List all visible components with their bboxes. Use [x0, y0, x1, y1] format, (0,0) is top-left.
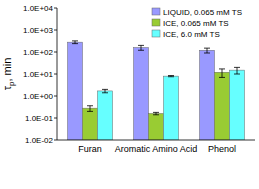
legend-swatch [152, 30, 160, 37]
chart-container: 1.0E-02 1.0E-01 1.0E+00 1.0E+01 1.0E+02 1.0E+… [0, 0, 259, 189]
bar [98, 91, 113, 140]
error-bar [138, 45, 144, 50]
error-stem [90, 106, 91, 112]
y-tick-label: 1.0E+01 [23, 70, 54, 79]
error-cap [102, 89, 108, 90]
y-tick-label: 1.0E+00 [23, 92, 54, 101]
y-tick [54, 74, 57, 75]
error-cap [219, 77, 225, 78]
legend-swatch [152, 19, 160, 26]
error-cap [168, 75, 174, 76]
error-stem [105, 89, 106, 92]
error-cap [153, 112, 159, 113]
error-cap [87, 105, 93, 106]
error-cap [234, 74, 240, 75]
error-cap [87, 111, 93, 112]
error-cap [153, 114, 159, 115]
y-tick [54, 52, 57, 53]
error-bar [72, 41, 78, 44]
error-bar [234, 67, 240, 74]
y-tick-label: 1.0E+02 [23, 48, 54, 57]
chart-svg: 1.0E-02 1.0E-01 1.0E+00 1.0E+01 1.0E+02 1.0E+… [0, 0, 259, 189]
y-tick [54, 8, 57, 9]
error-cap [219, 68, 225, 69]
bars [68, 41, 245, 140]
y-label-part: , min [1, 58, 13, 82]
y-tick-label: 1.0E-02 [25, 136, 54, 145]
y-tick-label: 1.0E+03 [23, 26, 54, 35]
error-bar [219, 69, 225, 77]
bar [200, 50, 215, 140]
error-bar [87, 106, 93, 112]
bar [164, 76, 179, 140]
legend-label: ICE, 0.065 mM TS [163, 19, 229, 28]
y-tick [54, 118, 57, 119]
error-stem [237, 67, 238, 74]
y-tick [54, 30, 57, 31]
y-axis-label: τp, min [1, 58, 16, 91]
error-cap [102, 92, 108, 93]
legend-label: LIQUID, 0.065 mM TS [163, 8, 242, 17]
error-cap [72, 43, 78, 44]
x-tick-label: Phenol [208, 144, 236, 154]
y-tick [54, 140, 57, 141]
error-cap [72, 40, 78, 41]
x-tick-label: Aromatic Amino Acid [115, 144, 198, 154]
bar [230, 70, 245, 140]
legend-label: ICE, 6.0 mM TS [163, 30, 220, 39]
bar [149, 114, 164, 140]
error-cap [234, 67, 240, 68]
error-bar [168, 76, 174, 77]
bar [83, 108, 98, 140]
error-cap [138, 45, 144, 46]
error-bar [204, 48, 210, 53]
x-axis [57, 140, 255, 141]
y-tick-label: 1.0E+04 [23, 4, 54, 13]
bar [68, 42, 83, 140]
bar [215, 72, 230, 140]
error-cap [168, 76, 174, 77]
error-stem [141, 45, 142, 50]
error-stem [207, 48, 208, 53]
y-tick-label: 1.0E-01 [25, 114, 54, 123]
error-stem [222, 69, 223, 77]
error-cap [204, 48, 210, 49]
error-cap [204, 53, 210, 54]
x-tick-label: Furan [78, 144, 102, 154]
y-tick [54, 96, 57, 97]
error-cap [138, 50, 144, 51]
legend: LIQUID, 0.065 mM TS ICE, 0.065 mM TS ICE, … [152, 8, 242, 39]
bar [134, 48, 149, 140]
legend-swatch [152, 8, 160, 15]
error-bar [102, 89, 108, 92]
error-bar [153, 112, 159, 114]
error-stem [75, 41, 76, 44]
